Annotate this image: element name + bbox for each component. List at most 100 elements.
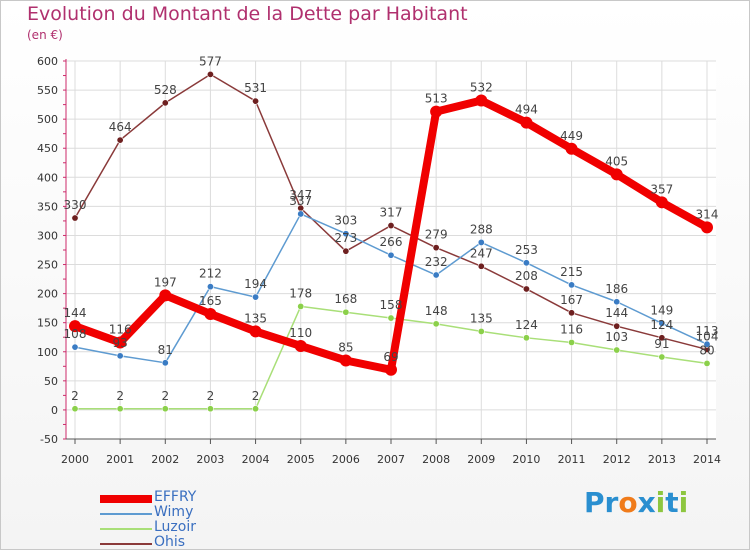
y-tick-label: 400 [37,171,58,184]
data-label-ohis: 330 [64,198,87,212]
data-point-ohis [432,244,440,252]
data-point-effry [475,94,488,107]
data-point-luzoir [342,308,350,316]
data-label-effry: 69 [383,350,398,364]
data-point-luzoir [477,327,485,335]
data-label-effry: 357 [650,182,673,196]
data-label-effry: 314 [696,207,719,221]
data-label-effry: 494 [515,103,538,117]
brand-letter: x [637,486,656,519]
data-label-luzoir: 124 [515,318,538,332]
x-tick-label: 2000 [61,453,89,466]
data-point-wimy [71,343,79,351]
data-point-ohis [161,99,169,107]
legend-swatch [100,513,152,515]
data-point-ohis [206,70,214,78]
y-tick-label: 250 [37,259,58,272]
data-point-wimy [568,281,576,289]
data-label-luzoir: 178 [289,286,312,300]
brand-letter: i [655,486,666,519]
data-label-ohis: 247 [470,246,493,260]
y-tick-label: 300 [37,229,58,242]
data-label-ohis: 531 [244,81,267,95]
data-label-wimy: 232 [425,255,448,269]
x-tick-label: 2002 [151,453,179,466]
data-label-luzoir: 2 [252,389,260,403]
data-label-luzoir: 2 [207,389,215,403]
data-label-wimy: 266 [380,235,403,249]
data-point-effry [655,196,668,209]
data-label-wimy: 212 [199,267,222,281]
data-point-luzoir [297,302,305,310]
data-label-luzoir: 91 [654,337,669,351]
data-point-wimy [161,359,169,367]
data-point-luzoir [568,338,576,346]
data-label-wimy: 81 [158,343,173,357]
y-tick-label: 0 [51,404,58,417]
y-tick-label: 150 [37,317,58,330]
x-tick-label: 2009 [467,453,495,466]
data-label-ohis: 464 [109,120,132,134]
brand-letter: P [584,486,605,519]
data-label-luzoir: 158 [380,298,403,312]
data-point-effry [69,320,81,333]
data-label-effry: 135 [244,311,267,325]
data-point-effry [339,354,352,367]
x-tick-label: 2001 [106,453,134,466]
data-point-ohis [387,222,395,230]
x-tick-label: 2010 [512,453,540,466]
data-label-ohis: 167 [560,293,583,307]
data-point-luzoir [116,405,124,413]
x-tick-label: 2006 [332,453,360,466]
data-point-luzoir [658,353,666,361]
data-label-wimy: 186 [605,282,628,296]
data-label-luzoir: 2 [116,389,124,403]
data-point-effry [701,221,713,234]
data-label-effry: 513 [425,92,448,106]
data-label-wimy: 93 [113,336,128,350]
data-point-ohis [252,97,260,105]
data-label-luzoir: 116 [560,322,583,336]
legend-swatch [100,495,152,503]
data-point-effry [114,336,127,349]
data-point-ohis [658,334,666,342]
data-point-luzoir [161,405,169,413]
x-tick-label: 2014 [693,453,721,466]
data-point-wimy [342,230,350,238]
data-point-wimy [252,293,260,301]
chart-title: Evolution du Montant de la Dette par Hab… [27,3,468,25]
data-point-ohis [568,309,576,317]
y-tick-label: 550 [37,84,58,97]
legend-label: Luzoir [154,519,196,535]
data-point-effry [610,168,623,181]
data-point-effry [294,339,307,352]
data-label-ohis: 144 [605,306,628,320]
data-point-wimy [206,283,214,291]
y-tick-label: 100 [37,346,58,359]
data-point-effry [159,289,172,302]
y-tick-label: 200 [37,288,58,301]
chart-unit: (en €) [27,28,63,42]
data-point-luzoir [703,359,711,367]
data-label-ohis: 347 [289,188,312,202]
data-label-ohis: 273 [334,231,357,245]
brand-letter: r [604,486,619,519]
legend-label: Ohis [154,534,186,550]
data-point-ohis [71,214,79,222]
data-point-wimy [703,340,711,348]
data-label-luzoir: 103 [605,330,628,344]
x-tick-label: 2013 [648,453,676,466]
data-label-wimy: 288 [470,222,493,236]
data-label-effry: 165 [199,294,222,308]
x-tick-label: 2007 [377,453,405,466]
data-label-effry: 110 [289,326,312,340]
data-point-ohis [613,322,621,330]
y-tick-label: 350 [37,200,58,213]
data-label-luzoir: 2 [71,389,79,403]
data-point-wimy [297,210,305,218]
data-label-wimy: 113 [696,324,719,338]
data-point-wimy [522,259,530,267]
x-tick-label: 2008 [422,453,450,466]
data-label-ohis: 528 [154,83,177,97]
data-label-effry: 532 [470,81,493,95]
